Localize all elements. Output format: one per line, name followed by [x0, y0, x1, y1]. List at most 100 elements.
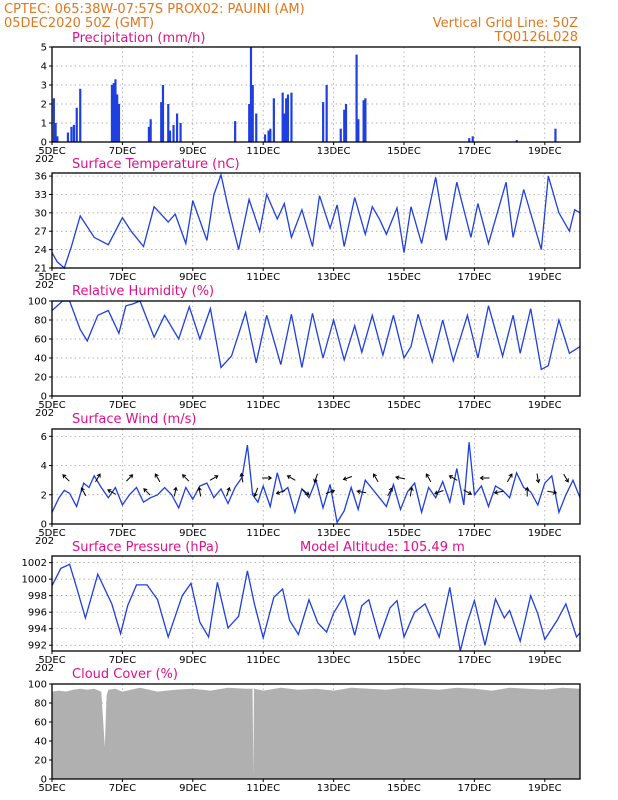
- wind-arrow: [173, 486, 178, 497]
- x-tick-label: 5DEC: [38, 528, 65, 539]
- x-tick-label: 5DEC: [38, 783, 65, 794]
- precip-bar: [54, 123, 57, 142]
- precip-bar: [117, 104, 121, 142]
- x-tick-label: 15DEC: [387, 272, 421, 283]
- y-tick-label: 1002: [22, 558, 47, 569]
- series-line: [51, 300, 581, 371]
- x-tick-label: 17DEC: [458, 783, 492, 794]
- precip-bar: [283, 113, 286, 142]
- y-tick-label: 2: [41, 100, 47, 111]
- y-tick-label: 996: [28, 608, 47, 619]
- x-tick-label: 9DEC: [179, 272, 206, 283]
- wind-arrow: [209, 475, 219, 481]
- year-label: 202: [35, 280, 54, 291]
- precip-bar: [160, 102, 163, 142]
- x-tick-label: 17DEC: [458, 146, 492, 157]
- y-tick-label: 40: [34, 354, 47, 365]
- x-tick-label: 15DEC: [387, 400, 421, 411]
- x-tick-label: 7DEC: [109, 783, 136, 794]
- wind-arrow: [262, 475, 273, 481]
- model-altitude-note: Model Altitude: 105.49 m: [300, 540, 465, 555]
- x-tick-label: 17DEC: [458, 400, 492, 411]
- wind-arrow: [448, 475, 458, 481]
- y-tick-label: 0: [41, 775, 47, 786]
- y-tick-label: 60: [34, 335, 47, 346]
- y-axis: 0 20 40 60 80 100: [28, 297, 52, 403]
- wind-arrow: [434, 490, 444, 495]
- wind-arrow: [107, 489, 116, 495]
- wind-arrow: [301, 488, 310, 496]
- wind-arrow: [547, 490, 558, 495]
- wind-arrow: [154, 473, 161, 483]
- precip-bar: [249, 47, 253, 142]
- panel-title: Surface Temperature (nC): [72, 157, 240, 172]
- panel-frame: [51, 683, 581, 780]
- precip-bar: [357, 119, 360, 142]
- wind-arrow: [125, 474, 134, 482]
- wind-arrow: [226, 486, 231, 497]
- precip-bar: [161, 85, 165, 142]
- x-tick-label: 13DEC: [317, 146, 351, 157]
- precip-bar: [66, 132, 70, 142]
- precip-bar: [325, 85, 328, 142]
- precip-bar: [234, 121, 237, 142]
- precip-bar: [110, 85, 114, 142]
- year-label: 202: [35, 154, 54, 165]
- precip-bar: [286, 94, 290, 142]
- precip-bar: [269, 128, 272, 142]
- x-tick-label: 17DEC: [458, 528, 492, 539]
- panel-frame: [51, 300, 581, 397]
- precip-bar: [75, 107, 78, 142]
- precip-bar: [172, 124, 175, 142]
- precipitation-panel: Precipitation (mm/h) 0 1 2 3 4 5 5DEC 7DEC 9DEC 1…: [35, 31, 581, 165]
- y-tick-label: 21: [34, 264, 47, 275]
- wind-arrow: [95, 473, 101, 483]
- precip-bar: [70, 126, 73, 142]
- precip-bar: [355, 54, 358, 142]
- wind-arrow: [479, 475, 490, 481]
- wind-arrow: [342, 476, 353, 481]
- precip-bar: [112, 83, 115, 142]
- y-axis: 0 2 4 6: [41, 432, 52, 531]
- y-tick-label: 20: [34, 756, 47, 767]
- y-tick-label: 27: [34, 227, 47, 238]
- wind-arrow: [80, 487, 87, 497]
- wind-arrow: [275, 490, 286, 495]
- precip-bar: [281, 92, 284, 142]
- y-axis: 21 24 27 30 33 36: [34, 172, 52, 275]
- x-tick-label: 7DEC: [109, 528, 136, 539]
- wind-arrow: [563, 473, 569, 483]
- x-tick-label: 19DEC: [528, 528, 562, 539]
- x-tick-label: 7DEC: [109, 400, 136, 411]
- header-grid-note: Vertical Grid Line: 50Z: [433, 16, 578, 31]
- panel-title: Surface Pressure (hPa): [72, 540, 219, 555]
- x-tick-label: 7DEC: [109, 655, 136, 666]
- x-tick-label: 13DEC: [317, 783, 351, 794]
- y-tick-label: 992: [28, 641, 47, 652]
- x-tick-label: 11DEC: [246, 528, 280, 539]
- x-axis: 5DEC 7DEC 9DEC 11DEC 13DEC 15DEC 17DEC 19DEC 202: [35, 268, 562, 291]
- x-tick-label: 7DEC: [109, 146, 136, 157]
- y-tick-label: 4: [41, 461, 47, 472]
- wind-arrow: [395, 475, 405, 480]
- y-tick-label: 1000: [22, 575, 47, 586]
- precip-bar: [72, 124, 76, 142]
- wind-arrow: [143, 488, 151, 496]
- wind-arrow: [325, 489, 336, 494]
- x-tick-label: 5DEC: [38, 400, 65, 411]
- panel-title: Precipitation (mm/h): [72, 31, 205, 46]
- wind-arrow: [181, 474, 190, 482]
- cloud-cover-area: [52, 687, 580, 779]
- x-tick-label: 9DEC: [179, 528, 206, 539]
- y-tick-label: 998: [28, 591, 47, 602]
- precip-bar: [114, 79, 117, 142]
- wind-arrow: [253, 487, 259, 498]
- y-tick-label: 40: [34, 737, 47, 748]
- y-tick-label: 100: [28, 680, 47, 691]
- x-tick-label: 7DEC: [109, 272, 136, 283]
- wind-arrows: [62, 472, 569, 498]
- x-tick-label: 19DEC: [528, 272, 562, 283]
- precip-bar: [251, 85, 254, 142]
- wind-arrow: [356, 489, 367, 494]
